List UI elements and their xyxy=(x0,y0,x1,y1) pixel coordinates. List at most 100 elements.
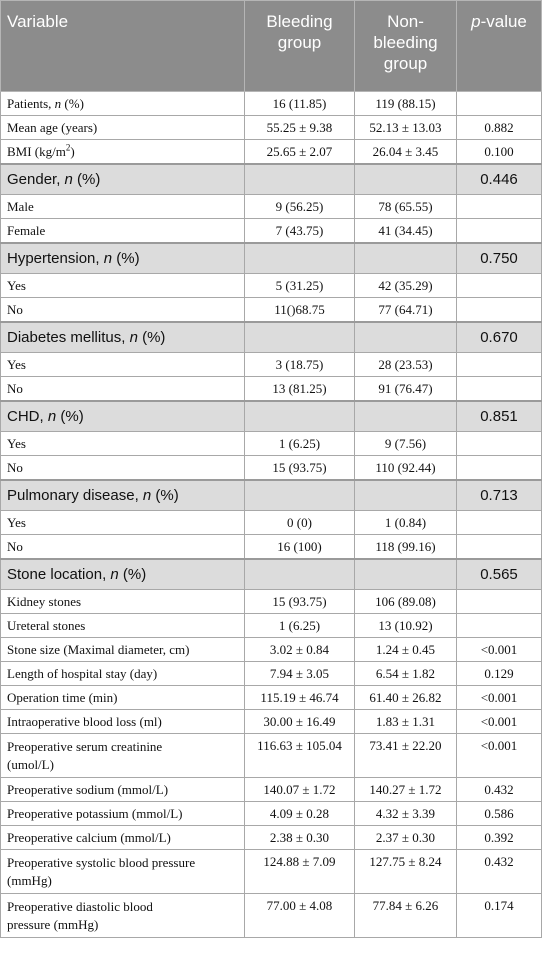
p-value-cell: 0.750 xyxy=(456,242,542,274)
non-bleeding-cell: 41 (34.45) xyxy=(354,218,457,244)
non-bleeding-cell: 52.13 ± 13.03 xyxy=(354,115,457,140)
non-bleeding-cell: 91 (76.47) xyxy=(354,376,457,402)
table-row: Female 7 (43.75) 41 (34.45) xyxy=(0,218,542,244)
label-text: (%) xyxy=(118,566,147,583)
label-n-italic: n xyxy=(110,566,119,583)
row-label: Yes xyxy=(0,431,245,456)
non-bleeding-cell: 78 (65.55) xyxy=(354,194,457,219)
row-label: No xyxy=(0,534,245,560)
non-bleeding-cell: 4.32 ± 3.39 xyxy=(354,801,457,826)
bleeding-cell: 1 (6.25) xyxy=(244,431,355,456)
row-label: Length of hospital stay (day) xyxy=(0,661,245,686)
p-value-cell: <0.001 xyxy=(456,685,542,710)
p-value-cell: 0.446 xyxy=(456,163,542,195)
p-value-cell: <0.001 xyxy=(456,733,542,778)
p-value-cell: <0.001 xyxy=(456,709,542,734)
table-row: Yes 1 (6.25) 9 (7.56) xyxy=(0,431,542,456)
row-label: Yes xyxy=(0,273,245,298)
section-label: CHD, n (%) xyxy=(0,400,245,432)
empty-cell xyxy=(354,321,457,353)
table-row: Patients, n (%) 16 (11.85) 119 (88.15) xyxy=(0,91,542,116)
empty-cell xyxy=(244,400,355,432)
bleeding-cell: 3 (18.75) xyxy=(244,352,355,377)
bleeding-cell: 15 (93.75) xyxy=(244,455,355,481)
non-bleeding-cell: 118 (99.16) xyxy=(354,534,457,560)
label-text: (%) xyxy=(151,487,179,504)
bleeding-cell: 1 (6.25) xyxy=(244,613,355,638)
row-label: Preoperative potassium (mmol/L) xyxy=(0,801,245,826)
table-row: No 15 (93.75) 110 (92.44) xyxy=(0,455,542,481)
row-label: Male xyxy=(0,194,245,219)
non-bleeding-cell: 28 (23.53) xyxy=(354,352,457,377)
empty-cell xyxy=(244,558,355,590)
empty-cell xyxy=(354,558,457,590)
section-row-hypertension: Hypertension, n (%) 0.750 xyxy=(0,242,542,274)
non-bleeding-cell: 2.37 ± 0.30 xyxy=(354,825,457,850)
label-text: (%) xyxy=(61,95,84,111)
non-bleeding-cell: 9 (7.56) xyxy=(354,431,457,456)
non-bleeding-cell: 77 (64.71) xyxy=(354,297,457,323)
section-row-gender: Gender, n (%) 0.446 xyxy=(0,163,542,195)
section-label: Hypertension, n (%) xyxy=(0,242,245,274)
bleeding-cell: 13 (81.25) xyxy=(244,376,355,402)
label-text: (%) xyxy=(137,329,166,346)
bleeding-cell: 7 (43.75) xyxy=(244,218,355,244)
label-line-2: (mmHg) xyxy=(7,872,52,888)
p-value-cell: 0.392 xyxy=(456,825,542,850)
bleeding-cell: 2.38 ± 0.30 xyxy=(244,825,355,850)
label-n-italic: n xyxy=(142,487,152,504)
table-row: Yes 5 (31.25) 42 (35.29) xyxy=(0,273,542,298)
table-row: Stone size (Maximal diameter, cm) 3.02 ±… xyxy=(0,637,542,662)
label-text: Gender, xyxy=(7,171,65,188)
section-label: Gender, n (%) xyxy=(0,163,245,195)
table-header-row: Variable Bleeding group Non-bleeding gro… xyxy=(0,0,542,92)
non-bleeding-cell: 1.24 ± 0.45 xyxy=(354,637,457,662)
label-line-1: Preoperative serum creatinine xyxy=(7,738,163,754)
section-row-pulmonary: Pulmonary disease, n (%) 0.713 xyxy=(0,479,542,511)
p-value-cell: 0.432 xyxy=(456,777,542,802)
section-row-stone-location: Stone location, n (%) 0.565 xyxy=(0,558,542,590)
bleeding-cell: 3.02 ± 0.84 xyxy=(244,637,355,662)
p-value-cell xyxy=(456,194,542,219)
non-bleeding-cell: 73.41 ± 22.20 xyxy=(354,733,457,778)
section-label: Pulmonary disease, n (%) xyxy=(0,479,245,511)
row-label: Mean age (years) xyxy=(0,115,245,140)
table-row: Ureteral stones 1 (6.25) 13 (10.92) xyxy=(0,613,542,638)
p-value-cell xyxy=(456,376,542,402)
bleeding-cell: 140.07 ± 1.72 xyxy=(244,777,355,802)
bleeding-cell: 115.19 ± 46.74 xyxy=(244,685,355,710)
empty-cell xyxy=(244,479,355,511)
label-n-italic: n xyxy=(103,250,113,267)
label-line-2: (umol/L) xyxy=(7,756,54,772)
table-row: Intraoperative blood loss (ml) 30.00 ± 1… xyxy=(0,709,542,734)
empty-cell xyxy=(354,400,457,432)
table-row: Preoperative calcium (mmol/L) 2.38 ± 0.3… xyxy=(0,825,542,850)
label-text: Hypertension, xyxy=(7,250,104,267)
non-bleeding-cell: 1.83 ± 1.31 xyxy=(354,709,457,734)
baseline-characteristics-table: Variable Bleeding group Non-bleeding gro… xyxy=(0,0,542,938)
row-label: Preoperative systolic blood pressure (mmH… xyxy=(0,849,245,894)
non-bleeding-cell: 106 (89.08) xyxy=(354,589,457,614)
non-bleeding-cell: 13 (10.92) xyxy=(354,613,457,638)
bleeding-cell: 124.88 ± 7.09 xyxy=(244,849,355,894)
label-text: ) xyxy=(70,143,75,159)
bleeding-cell: 4.09 ± 0.28 xyxy=(244,801,355,826)
table-row: Length of hospital stay (day) 7.94 ± 3.0… xyxy=(0,661,542,686)
row-label: Preoperative sodium (mmol/L) xyxy=(0,777,245,802)
table-row: BMI (kg/m2) 25.65 ± 2.07 26.04 ± 3.45 0.… xyxy=(0,139,542,165)
label-text: (%) xyxy=(56,408,84,425)
empty-cell xyxy=(244,163,355,195)
row-label: BMI (kg/m2) xyxy=(0,139,245,165)
table-row: No 13 (81.25) 91 (76.47) xyxy=(0,376,542,402)
row-label: Stone size (Maximal diameter, cm) xyxy=(0,637,245,662)
bleeding-cell: 15 (93.75) xyxy=(244,589,355,614)
non-bleeding-cell: 61.40 ± 26.82 xyxy=(354,685,457,710)
p-value-cell: 0.882 xyxy=(456,115,542,140)
p-value-cell: 0.432 xyxy=(456,849,542,894)
non-bleeding-cell: 6.54 ± 1.82 xyxy=(354,661,457,686)
row-label: Intraoperative blood loss (ml) xyxy=(0,709,245,734)
bleeding-cell: 7.94 ± 3.05 xyxy=(244,661,355,686)
non-bleeding-cell: 110 (92.44) xyxy=(354,455,457,481)
label-n-italic: n xyxy=(129,329,138,346)
table-row: Preoperative serum creatinine (umol/L) 11… xyxy=(0,733,542,778)
